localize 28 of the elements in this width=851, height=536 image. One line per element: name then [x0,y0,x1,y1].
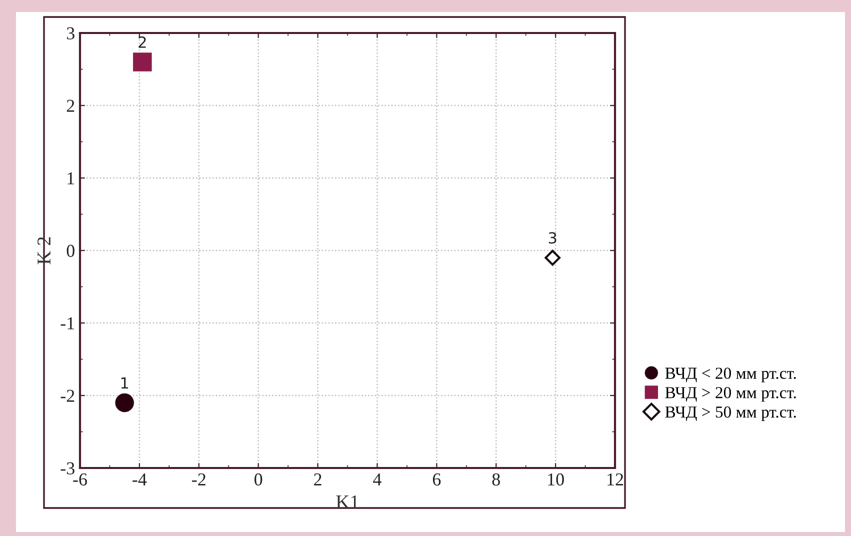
x-tick-label: 0 [254,473,262,486]
x-tick-label: 2 [314,473,322,486]
x-axis-title: K1 [336,495,358,508]
y-tick-label: -3 [60,462,74,474]
point [115,393,134,412]
legend-label: ВЧД > 20 мм рт.ст. [665,387,796,402]
x-tick-label: 4 [373,474,382,486]
x-tick-label: -2 [192,473,206,486]
x-tick-label: 10 [548,473,564,486]
x-tick-label: 12 [608,473,624,486]
annotation: 1 [121,377,128,388]
point [133,52,152,72]
x-tick-label: 8 [492,473,500,486]
y-tick-label: -2 [60,390,74,402]
y-tick-label: -1 [60,317,74,330]
y-tick-label: 3 [66,27,74,40]
y-tick-label: 1 [68,172,74,184]
y-tick-label: 0 [66,244,74,257]
x-tick-label: -6 [73,473,87,486]
y-axis-title: K 2 [38,237,50,264]
x-tick-label: -4 [132,474,147,486]
legend-label: ВЧД < 20 мм рт.ст. [665,368,796,382]
point [544,250,561,266]
y-tick-label: 2 [66,100,74,112]
legend-label: ВЧД > 50 мм рт.ст. [665,406,796,422]
annotation: 2 [138,36,146,48]
x-tick-label: 6 [432,473,441,486]
annotation: 3 [548,232,556,244]
